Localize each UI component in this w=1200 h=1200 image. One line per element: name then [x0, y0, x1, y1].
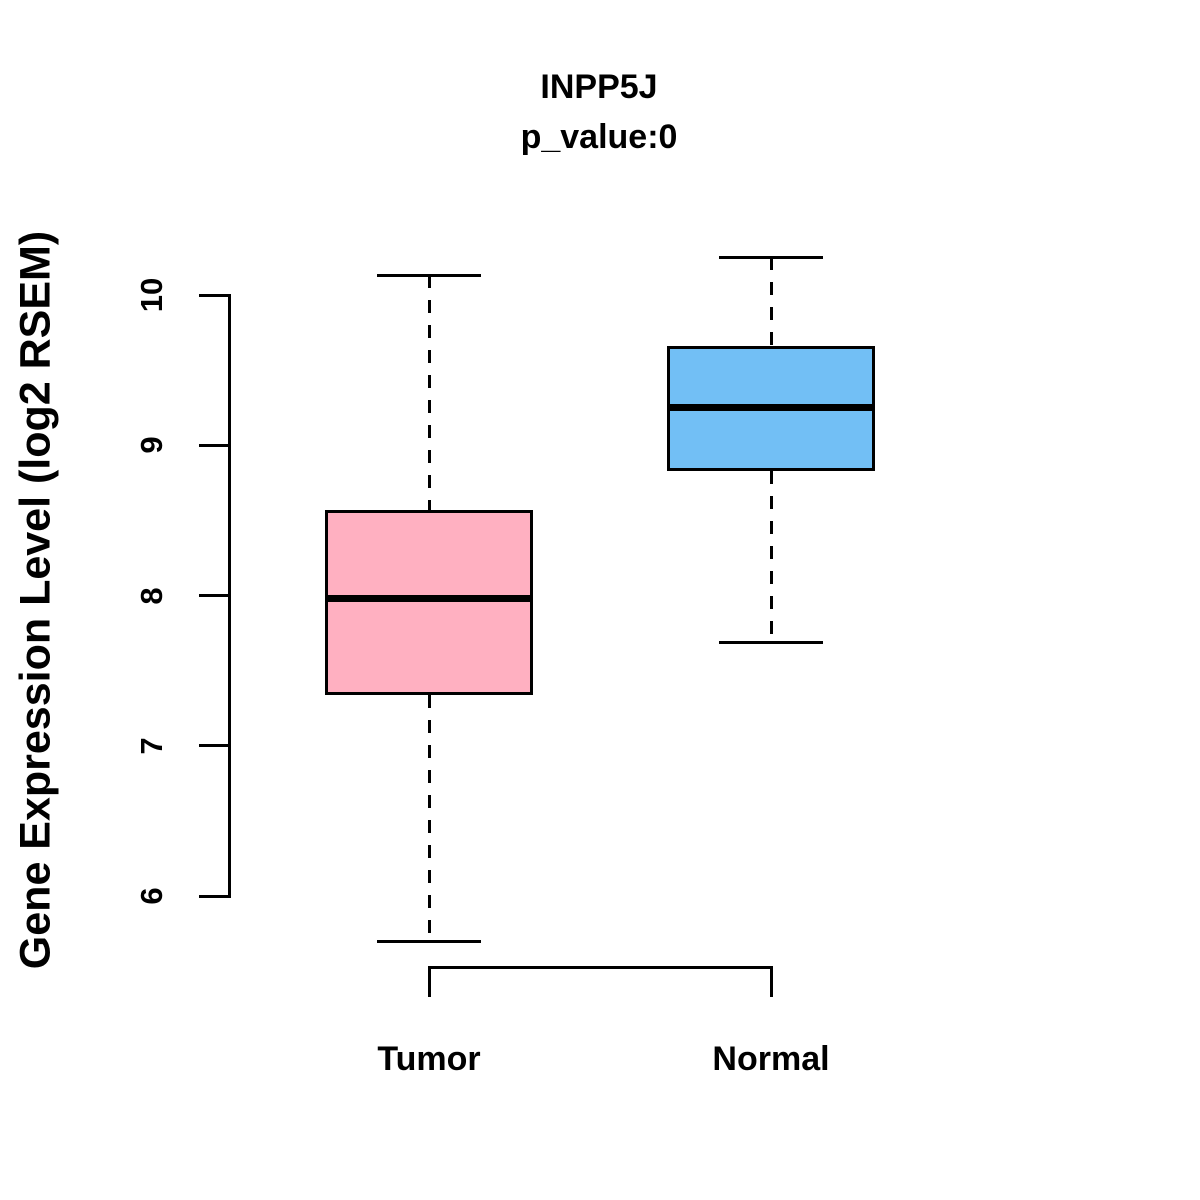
whisker-upper-dash-tumor [427, 275, 431, 510]
y-tick-label: 8 [134, 586, 169, 605]
x-category-label-tumor: Tumor [377, 1040, 481, 1078]
whisker-lower-dash-tumor [427, 694, 431, 942]
y-tick-label: 9 [134, 436, 169, 454]
y-axis-tick [199, 594, 228, 597]
x-axis-line [427, 965, 773, 969]
y-tick-label: 10 [134, 277, 169, 313]
whisker-lower-cap-normal [719, 640, 823, 644]
x-axis-tick-0 [427, 967, 431, 997]
y-tick-label: 7 [134, 737, 169, 755]
chart-title: INPP5J [540, 68, 658, 106]
x-category-label-normal: Normal [712, 1040, 830, 1078]
y-axis-tick [199, 894, 228, 898]
y-axis-title: Gene Expression Level (log2 RSEM) [11, 230, 60, 970]
y-axis-tick [199, 744, 228, 748]
y-tick-label: 6 [134, 887, 169, 905]
y-axis-tick [199, 293, 228, 297]
whisker-upper-cap-tumor [377, 273, 481, 277]
whisker-lower-cap-tumor [377, 939, 481, 943]
y-axis-line [228, 293, 231, 898]
box-tumor [325, 509, 533, 695]
y-axis-tick [199, 443, 228, 447]
whisker-upper-dash-normal [769, 257, 773, 347]
median-line-tumor [325, 595, 533, 602]
chart-subtitle: p_value:0 [520, 118, 678, 156]
whisker-upper-cap-normal [719, 255, 823, 259]
x-axis-tick-1 [769, 967, 773, 997]
whisker-lower-dash-normal [769, 470, 773, 643]
median-line-normal [667, 404, 875, 412]
